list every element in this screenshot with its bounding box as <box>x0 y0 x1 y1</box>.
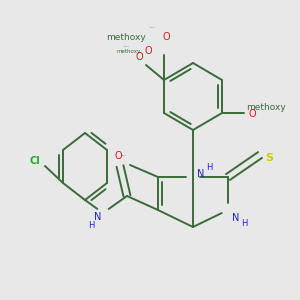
Text: H: H <box>206 164 212 172</box>
Text: N: N <box>232 213 239 223</box>
Text: methoxy: methoxy <box>150 27 156 28</box>
Text: O: O <box>135 52 143 62</box>
Text: methyl: methyl <box>122 155 127 156</box>
Text: Cl: Cl <box>30 156 40 166</box>
Text: O: O <box>114 151 122 161</box>
Text: H: H <box>88 221 94 230</box>
Text: N: N <box>197 169 204 179</box>
Text: methoxy: methoxy <box>117 49 141 53</box>
Text: O: O <box>248 109 256 119</box>
Text: methoxy: methoxy <box>106 32 146 41</box>
Text: H: H <box>241 220 247 229</box>
Text: O: O <box>144 46 152 56</box>
Text: S: S <box>265 153 273 163</box>
Text: methoxy: methoxy <box>124 46 130 47</box>
Text: N: N <box>94 212 102 222</box>
Text: methoxy: methoxy <box>246 103 286 112</box>
Text: O: O <box>162 32 170 42</box>
